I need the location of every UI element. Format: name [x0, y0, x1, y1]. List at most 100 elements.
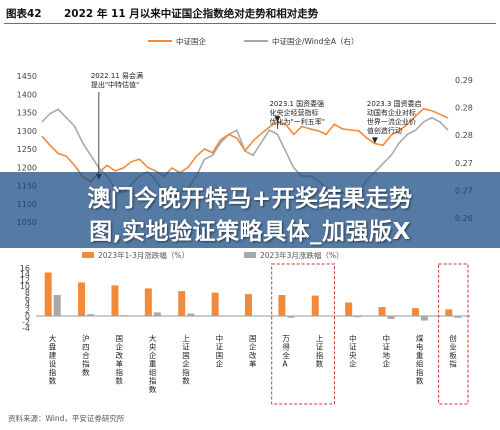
overlay-banner: 澳门今晚开特马+开奖结果走势 图,实地验证策略具体_加强版X — [0, 172, 500, 248]
category-label-char: 数 — [149, 384, 157, 394]
figure-title: 2022 年 11 月以来中证国企指数绝对走势和相对走势 — [64, 8, 319, 20]
overlay-headline-1: 澳门今晚开特马+开奖结果走势 — [87, 186, 413, 212]
category-label-char: 盘 — [49, 342, 57, 352]
annotation-text: 提出"中特估值" — [91, 80, 139, 89]
bar-ytd-return — [311, 295, 319, 316]
y-right-tick-label: 0.29 — [455, 76, 473, 85]
source-note: 资料来源：Wind，平安证券研究所 — [8, 414, 125, 423]
category-label-char: 上 — [182, 334, 190, 343]
y-tick-label: 8 — [25, 288, 30, 297]
y-left-tick-label: 1350 — [17, 109, 37, 118]
category-label-char: 国 — [182, 351, 190, 360]
category-label-char: 证 — [216, 343, 224, 352]
category-label-char: 指 — [115, 367, 123, 377]
category-label-char: 业 — [449, 342, 457, 352]
y-tick-label: -2 — [22, 318, 30, 327]
y-tick-label: 6 — [25, 294, 30, 303]
bar-ytd-return — [44, 272, 52, 316]
bar-ytd-return — [278, 295, 286, 316]
category-label-char: 中 — [349, 333, 357, 343]
category-label-char: 创 — [449, 333, 457, 343]
category-label-char: 革 — [115, 359, 123, 369]
category-label-char: 证 — [383, 343, 391, 352]
category-label-char: 指 — [49, 367, 57, 377]
bar-march-return — [420, 316, 428, 321]
bar-ytd-return — [211, 292, 219, 316]
category-label-char: 改 — [249, 350, 257, 360]
category-label-char: 合 — [82, 350, 90, 360]
annotation-text: 动国有企业对标 — [367, 108, 416, 117]
category-label-char: 革 — [249, 359, 257, 369]
bar-ytd-return — [178, 291, 186, 316]
annotation-arrow — [274, 116, 281, 123]
category-label-char: 数 — [182, 376, 190, 386]
category-label-char: 国 — [249, 334, 257, 343]
category-label: 万得全 A — [282, 334, 290, 369]
y-right-tick-label: 0.28 — [455, 104, 473, 113]
category-label-char: 指 — [416, 367, 424, 377]
category-label-char: 指 — [316, 350, 324, 360]
category-label-char: 企 — [182, 359, 190, 369]
overlay-headline-2: 图,实地验证策略具体_加强版X — [89, 219, 411, 245]
y-right-tick-label: 0.27 — [455, 159, 473, 168]
category-label-char: 企 — [349, 359, 357, 369]
annotation-arrow — [371, 137, 378, 144]
category-label-char: 央 — [149, 342, 157, 352]
bar-march-return — [187, 313, 195, 316]
category-label: 上证指数 — [316, 334, 324, 369]
category-label-char: 证 — [182, 343, 190, 352]
bar-march-return — [53, 295, 61, 316]
category-label-char: 国 — [216, 351, 224, 360]
y-tick-label: 16 — [20, 264, 30, 273]
bar-ytd-return — [144, 288, 152, 316]
category-label: 沪四合指数 — [82, 333, 90, 377]
annotation-text: 2023.3 国资委启 — [367, 99, 422, 108]
annotation-text: 2022.11 易会满 — [91, 71, 143, 80]
y-tick-label: 2 — [25, 306, 30, 315]
category-label-char: 中 — [216, 333, 224, 343]
category-label-char: 央 — [349, 350, 357, 360]
annotation-text: 值创造行动 — [367, 126, 402, 135]
category-label-char: 得 — [282, 342, 290, 352]
bar-ytd-return — [111, 285, 119, 316]
legend-label-group-2: 2023年3月涨跌幅（%） — [260, 250, 344, 260]
bar-march-return — [287, 316, 295, 318]
category-label-char: 大 — [49, 333, 57, 343]
legend-swatch-group-1 — [82, 252, 94, 258]
category-label: 煤电重组指数 — [416, 333, 424, 386]
bar-march-return — [320, 316, 328, 317]
bar-march-return — [254, 316, 261, 317]
category-label-char: 指 — [82, 359, 90, 369]
series-line-absolute — [41, 107, 449, 183]
category-label: 国企改革 — [249, 334, 257, 369]
category-label-char: 证 — [349, 343, 357, 352]
title-divider — [4, 23, 496, 24]
returns-bar-chart: 2023年1-3月涨跌幅（%） 2023年3月涨跌幅（%） 161412108642… — [20, 250, 470, 405]
category-label: 国企改革指数 — [115, 334, 123, 386]
y-tick-label: 4 — [25, 300, 30, 309]
bar-ytd-return — [245, 294, 252, 316]
figure-title-bar: 图表42 2022 年 11 月以来中证国企指数绝对走势和相对走势 — [0, 0, 500, 26]
category-label-char: 设 — [49, 359, 57, 369]
y-left-tick-label: 1200 — [17, 163, 37, 172]
category-label-char: 大 — [149, 333, 157, 343]
category-label-char: 企 — [115, 342, 123, 352]
legend-label-group-1: 2023年1-3月涨跌幅（%） — [98, 250, 189, 260]
annotation-text: 2023.1 国资委强 — [269, 99, 324, 108]
category-label-char: 煤 — [416, 333, 424, 343]
category-label-char: 数 — [316, 359, 324, 369]
highlight-frame-broad-index — [271, 263, 335, 405]
category-label-char: 数 — [115, 376, 123, 386]
y-tick-label: 14 — [20, 270, 30, 279]
bar-march-return — [220, 316, 228, 317]
category-label-char: 企 — [383, 359, 391, 369]
annotation-text: 化央企经营指标 — [269, 108, 318, 117]
category-label-char: A — [282, 360, 288, 369]
category-label-char: 四 — [82, 343, 90, 352]
annotation-text: 优化为"一利五率" — [269, 117, 324, 126]
category-label-char: 数 — [49, 376, 57, 386]
legend-label-series-2: 中证国企/Wind全A（右） — [272, 36, 359, 46]
category-label-char: 万 — [282, 334, 290, 343]
bar-march-return — [87, 314, 95, 316]
bar-ytd-return — [345, 302, 353, 316]
